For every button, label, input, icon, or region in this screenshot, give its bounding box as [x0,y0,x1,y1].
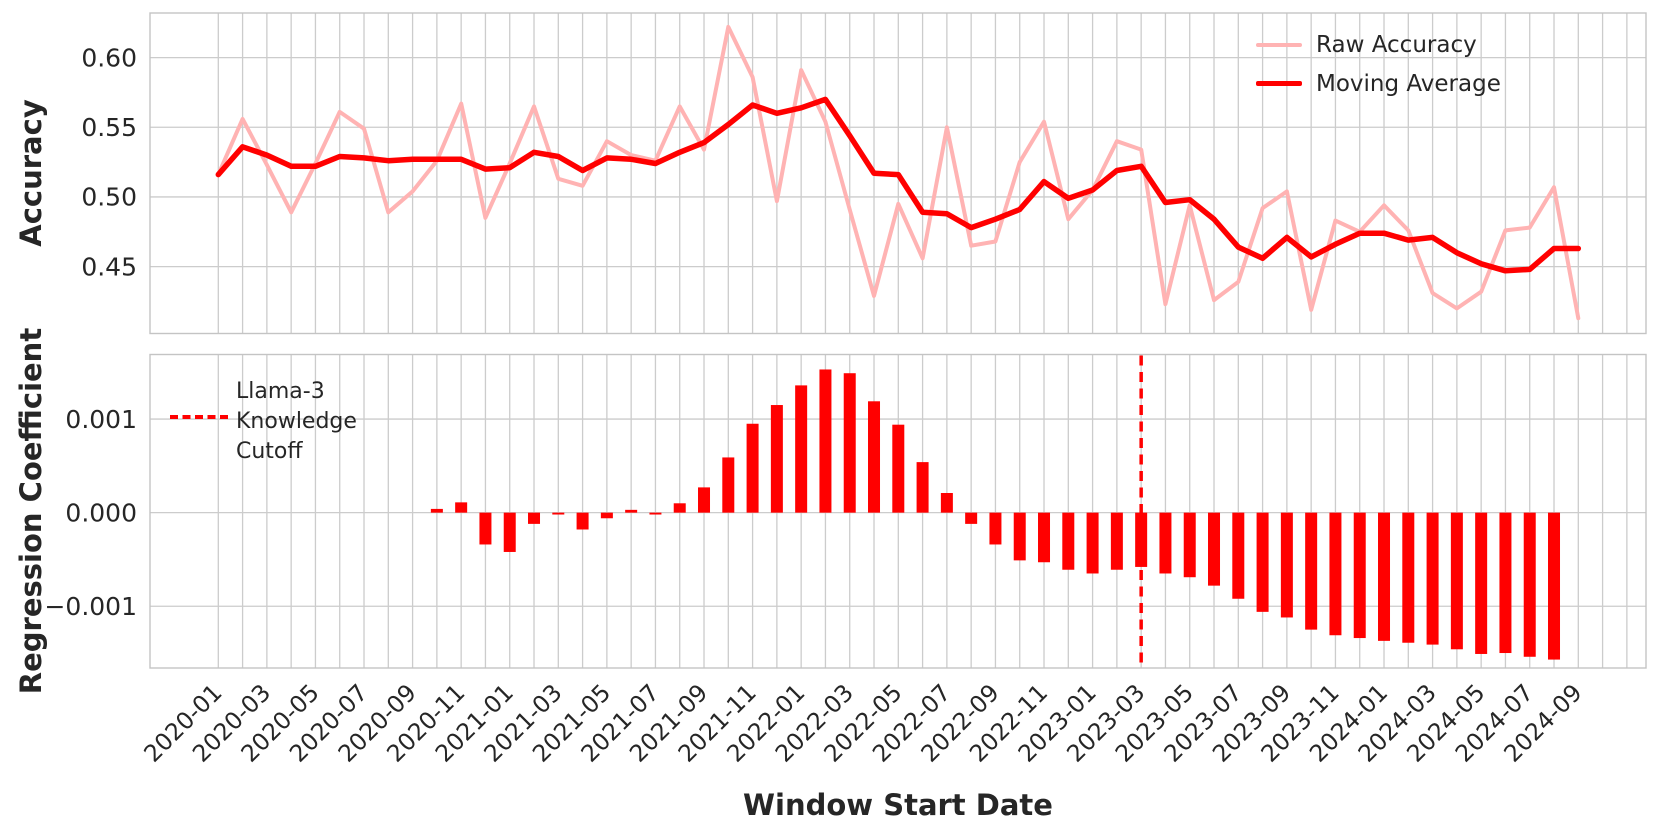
bottom-y-axis-title: Regression Coefficient [14,327,48,695]
regression-bar [819,369,832,513]
x-axis-title: Window Start Date [743,788,1053,822]
regression-bar [1256,512,1269,612]
raw-accuracy-legend-line-icon [1256,42,1302,47]
regression-bar [843,373,856,513]
regression-bar [1329,512,1342,636]
regression-bar [1208,512,1221,586]
regression-bar [673,503,686,513]
top-y-axis-title: Accuracy [14,99,48,247]
regression-bar [1086,512,1099,574]
regression-bar [455,502,468,513]
regression-bar [770,405,783,513]
moving-average-line [215,96,1582,274]
regression-bar [1378,512,1391,641]
regression-bar [940,493,953,513]
regression-bar [528,512,541,524]
top-y-tick-label: 0.45 [81,252,137,281]
moving-average-legend-line-icon [1256,81,1302,86]
regression-bar [746,423,759,513]
regression-bar [989,512,1002,545]
regression-bar [1426,512,1439,645]
top-axes-border [149,12,1647,335]
legend-row-moving-average: Moving Average [1256,65,1501,102]
regression-bar [1450,512,1463,650]
regression-bar [1013,512,1026,561]
regression-bar [1499,512,1512,654]
cutoff-legend-line-2: Knowledge [236,409,357,434]
top-y-tick-label: 0.60 [81,43,137,72]
regression-bar [795,385,808,513]
regression-bar [868,401,881,513]
regression-bar [1232,512,1245,599]
cutoff-legend-line-3: Cutoff [236,439,303,464]
regression-bar [698,487,711,513]
regression-bar [430,508,443,513]
regression-bar [1159,512,1172,574]
regression-bar [1548,512,1561,660]
regression-bar [503,512,516,552]
regression-bar [965,512,978,524]
moving-average-legend-label: Moving Average [1316,70,1501,97]
legend: Raw Accuracy Moving Average [1256,26,1501,102]
regression-bar [649,512,662,515]
regression-bar [1280,512,1293,618]
regression-bar [1475,512,1488,654]
top-y-tick-label: 0.55 [81,113,137,142]
cutoff-legend-line-1: Llama-3 [236,379,325,404]
raw-accuracy-legend-label: Raw Accuracy [1316,31,1477,58]
regression-bar [625,509,638,513]
cutoff-legend: Llama-3 Knowledge Cutoff [170,377,400,467]
top-y-tick-label: 0.50 [81,183,137,212]
regression-bar [892,424,905,513]
regression-bar [1523,512,1536,657]
bottom-axes-border [149,353,1647,669]
raw-accuracy-line [216,24,1581,321]
regression-bar [916,462,929,513]
regression-bar [1305,512,1318,630]
regression-bar [1038,512,1051,563]
cutoff-legend-label: Llama-3 Knowledge Cutoff [236,377,400,467]
regression-bar [479,512,492,545]
regression-bar [1183,512,1196,578]
regression-bar [722,457,735,513]
regression-bar [1353,512,1366,639]
regression-bar [576,512,589,530]
regression-bar [1110,512,1123,570]
regression-bar [552,512,565,515]
regression-bar [1402,512,1415,643]
regression-bar [600,512,613,519]
regression-bar [1062,512,1075,570]
bottom-y-tick-label: 0.001 [65,405,137,434]
legend-row-raw-accuracy: Raw Accuracy [1256,26,1501,63]
dashed-line-legend-icon [170,415,228,419]
bottom-y-tick-label: −0.001 [44,592,137,621]
bottom-y-tick-label: 0.000 [65,498,137,527]
